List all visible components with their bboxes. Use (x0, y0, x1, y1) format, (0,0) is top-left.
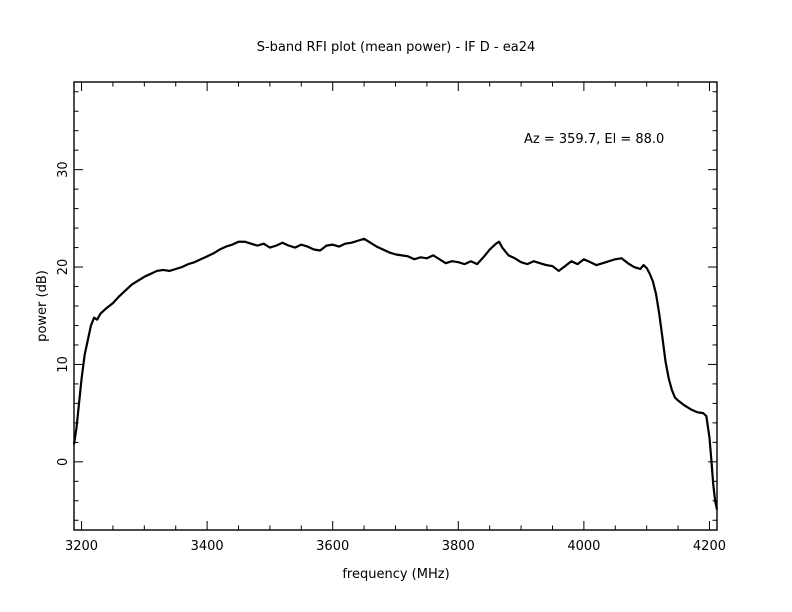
x-tick-label: 3400 (191, 539, 224, 554)
x-tick-label: 3800 (442, 539, 475, 554)
x-tick-label: 4200 (693, 539, 726, 554)
pointing-annotation: Az = 359.7, El = 88.0 (524, 132, 664, 147)
y-tick-label: 0 (56, 458, 71, 466)
x-tick-label: 3200 (65, 539, 98, 554)
x-axis-label: frequency (MHz) (342, 567, 449, 582)
chart-title: S-band RFI plot (mean power) - IF D - ea… (257, 40, 536, 55)
x-tick-label: 4000 (567, 539, 600, 554)
y-axis-tick-labels: 0 10 20 30 (56, 161, 71, 466)
y-tick-label: 20 (56, 259, 71, 276)
x-tick-label: 3600 (316, 539, 349, 554)
y-axis-label: power (dB) (35, 270, 50, 342)
series-group (72, 237, 719, 510)
y-tick-label: 10 (56, 356, 71, 373)
series-line-0 (72, 237, 719, 510)
y-tick-label: 30 (56, 161, 71, 178)
axis-ticks (74, 82, 717, 530)
x-axis-tick-labels: 3200 3400 3600 3800 4000 4200 (65, 539, 726, 554)
plot-frame (73, 81, 718, 531)
